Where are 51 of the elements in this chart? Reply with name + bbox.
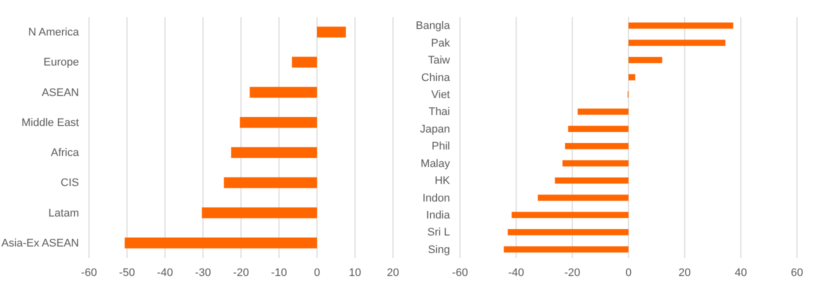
y-tick-label: Asia-Ex ASEAN bbox=[1, 237, 80, 250]
y-tick-label: Taiw bbox=[428, 54, 450, 67]
x-tick-label: -50 bbox=[119, 266, 135, 279]
y-tick-label: CIS bbox=[60, 177, 79, 190]
bar bbox=[554, 177, 628, 184]
x-tick-label: 0 bbox=[314, 266, 320, 279]
x-tick-label: -30 bbox=[195, 266, 211, 279]
bar bbox=[512, 212, 628, 218]
y-tick-label: Middle East bbox=[22, 116, 79, 129]
bar bbox=[628, 56, 662, 64]
bar bbox=[628, 74, 636, 80]
bar bbox=[628, 40, 726, 46]
y-tick-label: Bangla bbox=[416, 20, 451, 32]
y-tick-label: Sing bbox=[428, 244, 450, 256]
y-tick-label: China bbox=[421, 72, 451, 84]
bar bbox=[562, 160, 628, 166]
x-tick-label: 60 bbox=[790, 266, 804, 279]
x-tick-label: -60 bbox=[81, 266, 97, 279]
x-tick-label: 20 bbox=[678, 266, 691, 279]
y-tick-label: ASEAN bbox=[42, 86, 80, 99]
x-tick-label: -40 bbox=[157, 266, 173, 279]
y-tick-label: Viet bbox=[431, 88, 450, 101]
y-tick-label: Latam bbox=[48, 207, 79, 220]
x-tick-label: 0 bbox=[625, 266, 632, 279]
y-tick-label: Pak bbox=[431, 37, 450, 50]
y-tick-label: Europe bbox=[44, 56, 79, 69]
y-tick-label: Indon bbox=[422, 192, 450, 204]
bar bbox=[565, 143, 628, 150]
x-tick-label: -40 bbox=[508, 266, 524, 279]
bar bbox=[508, 229, 628, 236]
y-tick-label: Africa bbox=[50, 147, 80, 160]
y-tick-label: N America bbox=[28, 26, 80, 39]
x-tick-label: 20 bbox=[386, 266, 400, 279]
bar bbox=[578, 108, 628, 115]
y-tick-label: Malay bbox=[420, 158, 450, 170]
x-tick-label: -20 bbox=[233, 266, 249, 279]
bar bbox=[568, 126, 628, 132]
y-tick-label: Thai bbox=[428, 106, 450, 118]
bar bbox=[504, 246, 628, 252]
x-tick-label: -10 bbox=[271, 266, 287, 279]
bar bbox=[538, 194, 628, 201]
x-tick-label: 10 bbox=[348, 266, 362, 279]
y-tick-label: India bbox=[426, 209, 451, 222]
x-tick-label: -60 bbox=[452, 266, 468, 279]
bar bbox=[628, 22, 734, 29]
x-tick-label: -20 bbox=[564, 266, 580, 279]
y-tick-label: Japan bbox=[420, 123, 450, 136]
x-tick-label: 40 bbox=[734, 266, 747, 279]
y-tick-label: HK bbox=[434, 175, 451, 188]
y-tick-label: Phil bbox=[432, 140, 450, 153]
y-tick-label: Sri L bbox=[427, 226, 450, 239]
